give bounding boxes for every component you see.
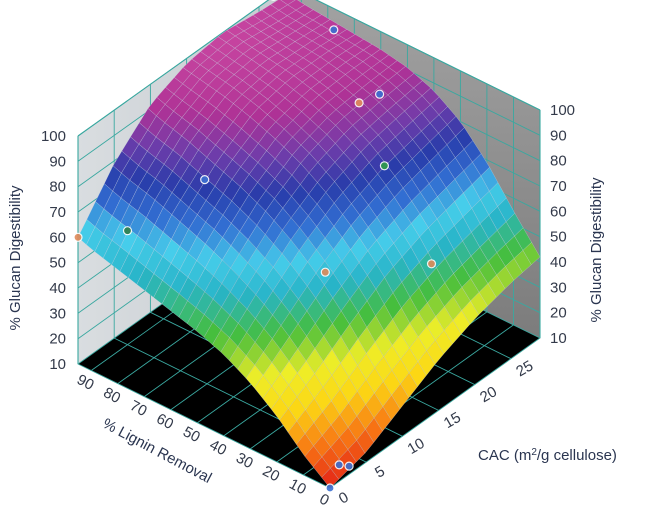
data-point	[344, 461, 354, 471]
y-tick-label: 20	[477, 383, 500, 406]
data-point	[379, 161, 389, 171]
z-tick-label-right: 40	[550, 254, 567, 271]
z-tick-label-left: 10	[49, 356, 66, 373]
y-tick-label: 15	[441, 409, 464, 432]
y-tick-label: 25	[513, 357, 536, 380]
data-points	[73, 0, 437, 493]
surface-cell	[321, 467, 340, 489]
data-point	[122, 226, 133, 236]
data-point	[375, 89, 385, 99]
response-surface	[77, 0, 541, 489]
z-tick-label-right: 30	[550, 279, 567, 296]
x-tick-label: 70	[127, 397, 150, 420]
data-point	[334, 460, 344, 470]
tick-labels: 1010202030304040505060607070808090901001…	[41, 102, 575, 509]
data-point	[354, 98, 364, 108]
z-tick-label-right: 70	[550, 178, 567, 195]
box-edge	[77, 0, 270, 137]
data-point	[325, 483, 335, 493]
z-axis-title-right: % Glucan Digestibility	[588, 177, 605, 323]
z-tick-label-right: 60	[550, 203, 567, 220]
z-tick-label-right: 90	[550, 127, 567, 144]
y-tick-label: 10	[405, 435, 428, 458]
x-tick-label: 50	[180, 423, 203, 446]
x-tick-label: 60	[154, 410, 177, 433]
z-tick-label-left: 100	[41, 128, 66, 145]
z-tick-label-left: 90	[49, 153, 66, 170]
y-axis-title: CAC (m2/g cellulose)	[478, 447, 617, 465]
z-tick-label-right: 50	[550, 229, 567, 246]
z-tick-label-left: 30	[49, 305, 66, 322]
z-tick-label-left: 40	[49, 280, 66, 297]
data-point	[73, 232, 83, 242]
z-tick-label-left: 20	[49, 331, 66, 348]
x-tick-label: 40	[207, 436, 230, 459]
z-tick-label-left: 70	[49, 204, 66, 221]
y-axis-title-sup: 2	[531, 447, 537, 458]
y-axis-title-suffix: /g cellulose)	[537, 447, 617, 464]
z-axis-title-left: % Glucan Digestibility	[7, 185, 24, 331]
z-tick-label-right: 20	[550, 305, 567, 322]
x-tick-label: 10	[286, 476, 309, 499]
y-tick-label: 0	[336, 489, 352, 508]
x-tick-label: 80	[101, 384, 124, 407]
z-tick-label-left: 80	[49, 179, 66, 196]
z-tick-label-right: 10	[550, 330, 567, 347]
z-tick-label-right: 100	[550, 102, 575, 119]
data-point	[320, 267, 330, 277]
data-point	[329, 25, 339, 35]
y-axis-title-prefix: CAC (m	[478, 447, 531, 464]
x-tick-label: 90	[74, 371, 97, 394]
z-tick-label-left: 50	[49, 255, 66, 272]
data-point	[200, 175, 210, 185]
box-edge	[315, 0, 541, 111]
z-tick-label-right: 80	[550, 153, 567, 170]
data-point	[426, 259, 437, 269]
y-tick-label: 5	[372, 463, 388, 482]
x-tick-label: 0	[316, 491, 331, 510]
z-tick-label-left: 60	[49, 229, 66, 246]
x-tick-label: 30	[233, 449, 256, 472]
x-tick-label: 20	[260, 463, 283, 486]
